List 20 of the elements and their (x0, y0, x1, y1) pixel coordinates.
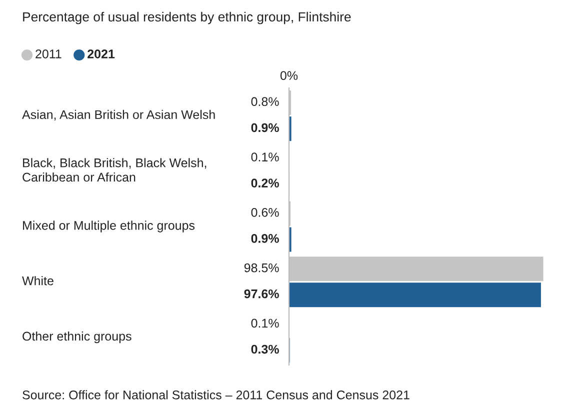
legend-label: 2011 (36, 50, 62, 58)
data-label: 0.3% (251, 344, 279, 354)
y-tick-label: Black, Black British, Black Welsh, Caribbean or African (22, 158, 206, 182)
data-label: 0.6% (251, 208, 279, 217)
legend-label: 2021 (88, 50, 115, 58)
data-label: 0.8% (251, 97, 279, 106)
y-tick-label: White (22, 276, 54, 286)
data-label: 0.2% (251, 178, 279, 188)
y-tick-label: Other ethnic groups (22, 331, 132, 344)
source-note: Source: Office for National Statistics – 2011 Census and Census 2021 (22, 390, 410, 400)
data-label: 0.1% (251, 318, 279, 328)
y-tick-label: Mixed or Multiple ethnic groups (23, 220, 195, 232)
data-label: 0.9% (251, 234, 279, 243)
chart-title: Percentage of usual residents by ethnic group, Flintshire (23, 12, 351, 24)
data-label: 98.5% (244, 263, 279, 272)
data-label: 0.1% (251, 152, 279, 162)
text: 0% (280, 71, 298, 80)
data-label: 0.9% (251, 123, 279, 132)
y-tick-label: Asian, Asian British or Asian Welsh (22, 110, 215, 121)
data-label: 97.6% (244, 289, 279, 298)
